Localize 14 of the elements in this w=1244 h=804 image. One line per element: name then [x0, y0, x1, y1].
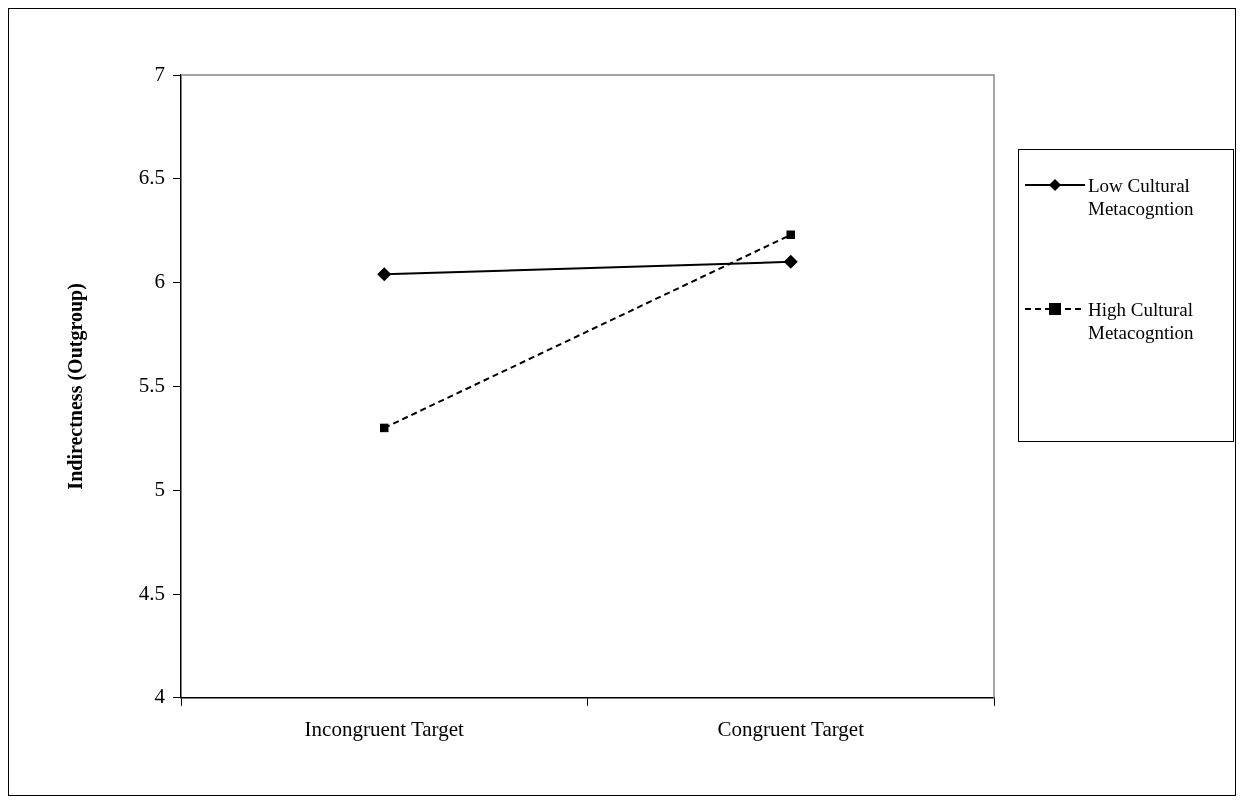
y-tick-label: 5.5 — [138, 372, 165, 397]
y-tick-label: 6 — [154, 269, 165, 294]
point — [783, 254, 798, 269]
legend-label: High Cultural Metacogntion — [1088, 298, 1195, 344]
legend-label: Low Cultural Metacogntion — [1088, 174, 1195, 220]
y-axis-title: Indirectness (Outgroup) — [64, 283, 88, 490]
y-tick-label: 5 — [154, 476, 165, 501]
point — [377, 267, 392, 282]
y-tick-label: 4.5 — [138, 580, 165, 605]
y-tick-label: 4 — [154, 684, 166, 709]
x-tick-label: Incongruent Target — [304, 716, 465, 741]
y-tick-label: 7 — [154, 61, 165, 86]
y-tick-label: 6.5 — [138, 165, 165, 190]
x-tick-label: Congruent Target — [717, 716, 865, 741]
